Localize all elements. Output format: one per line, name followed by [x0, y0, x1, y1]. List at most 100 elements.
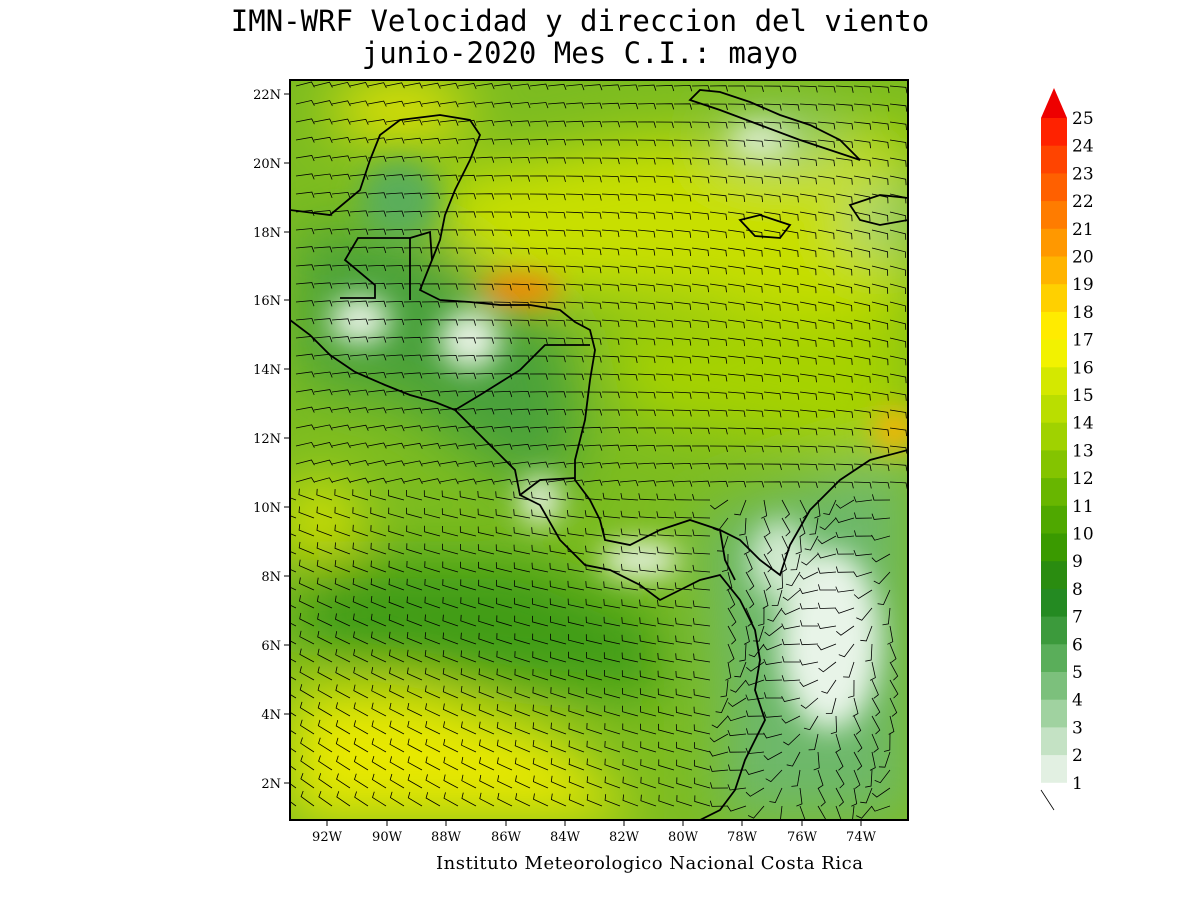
wind-barb [385, 174, 405, 181]
wind-barb [313, 246, 333, 253]
wind-barb [781, 301, 799, 311]
wind-barb [819, 517, 837, 531]
wind-barb [439, 337, 459, 344]
wind-barb [425, 703, 441, 717]
wind-barb [475, 425, 495, 433]
wind-barb [439, 372, 459, 379]
wind-barb [656, 427, 674, 434]
wind-barb [389, 667, 405, 681]
wind-barb [349, 300, 369, 307]
wind-barb [424, 614, 441, 627]
wind-barb [567, 527, 585, 537]
wind-barb [728, 764, 747, 771]
wind-barb [753, 625, 765, 642]
wind-barb [619, 247, 638, 256]
wind-barb [547, 229, 566, 237]
wind-barb [511, 461, 531, 468]
colorbar-label: 11 [1072, 497, 1094, 517]
colorbar-swatch [1041, 395, 1067, 424]
wind-barb [568, 634, 585, 645]
wind-barb [603, 616, 621, 627]
wind-barb [637, 409, 656, 417]
wind-barb [583, 462, 603, 469]
wind-barb [817, 463, 836, 471]
wind-barb [367, 82, 387, 89]
wind-barb [877, 589, 891, 606]
map-subtitle: junio-2020 Mes C.I.: mayo [361, 36, 799, 70]
wind-barb [290, 586, 297, 591]
wind-barb [727, 229, 745, 239]
wind-barb [781, 121, 800, 130]
wind-barb [853, 445, 872, 454]
wind-barb [565, 283, 584, 292]
wind-barb [817, 229, 835, 240]
wind-barb [424, 649, 441, 663]
wind-barb [889, 247, 906, 258]
wind-barb [622, 776, 639, 789]
wind-barb [799, 85, 818, 93]
wind-barb [493, 443, 513, 450]
wind-barb [637, 157, 656, 165]
wind-barb [781, 265, 799, 276]
wind-barb [353, 666, 369, 681]
lat-tick-label: 8N [261, 570, 281, 585]
wind-barb [637, 444, 657, 452]
wind-barb [583, 120, 603, 128]
wind-barb [406, 667, 423, 681]
wind-barb [817, 567, 837, 574]
wind-barb [439, 460, 459, 467]
wind-barb [799, 638, 819, 646]
wind-barb [331, 155, 351, 162]
wind-barb [709, 283, 727, 293]
wind-barb [461, 739, 477, 753]
wind-barb [313, 389, 333, 396]
wind-barb [763, 139, 782, 148]
wind-barb [835, 175, 853, 185]
wind-barb [871, 427, 890, 436]
wind-barb [406, 631, 423, 645]
wind-barb [799, 445, 818, 453]
wind-barb [655, 462, 675, 470]
wind-barb [493, 283, 512, 291]
wind-barb [871, 85, 890, 94]
wind-barb [799, 517, 806, 537]
wind-barb [745, 571, 755, 591]
wind-barb [584, 492, 603, 501]
wind-barb [457, 408, 477, 415]
wind-barb [604, 723, 621, 735]
wind-barb [421, 137, 441, 145]
wind-barb [691, 463, 711, 470]
wind-barb [734, 499, 747, 516]
wind-barb [693, 706, 711, 717]
wind-barb [424, 578, 441, 591]
wind-barb [367, 246, 387, 254]
wind-barb [495, 526, 513, 537]
wind-barb [817, 787, 826, 807]
wind-barb [765, 769, 783, 783]
wind-barb [568, 669, 585, 681]
wind-barb [318, 737, 333, 753]
wind-barb [403, 442, 423, 449]
wind-barb [331, 318, 351, 325]
wind-barb [871, 301, 889, 312]
colorbar-label: 24 [1072, 137, 1094, 157]
wind-barb [298, 559, 315, 573]
wind-barb [799, 157, 818, 167]
wind-barb [762, 589, 769, 609]
wind-barb [601, 121, 621, 128]
wind-barb [692, 511, 711, 519]
wind-barb [799, 211, 817, 221]
wind-barb [655, 229, 674, 238]
wind-barb [853, 157, 871, 167]
lon-tick-86w: 86W [491, 820, 522, 845]
wind-barb [586, 669, 603, 681]
colorbar-swatch [1041, 755, 1067, 784]
wind-barb [313, 228, 333, 235]
wind-barb [673, 283, 692, 293]
wind-barb [887, 625, 894, 645]
lon-tick-84w: 84W [550, 820, 581, 845]
wind-barb [640, 706, 657, 717]
wind-barb [565, 83, 585, 91]
wind-barb [295, 209, 315, 217]
wind-barb [295, 136, 315, 143]
